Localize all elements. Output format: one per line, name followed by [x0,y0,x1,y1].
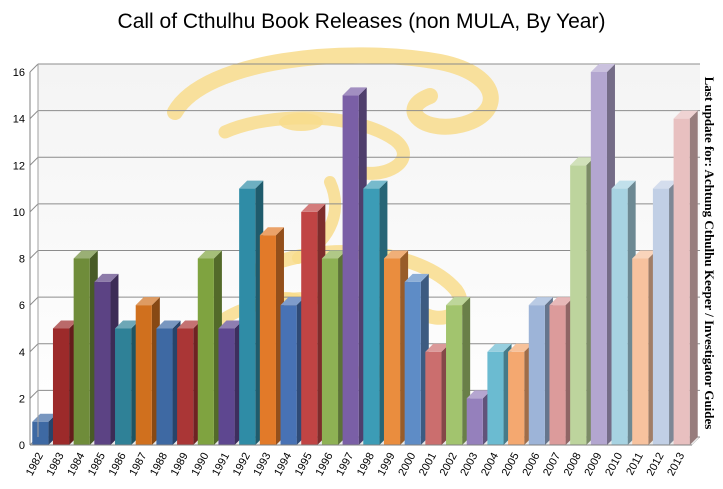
y-tick-label: 6 [19,300,25,312]
y-tick-label: 14 [13,114,25,126]
x-tick-label: 2002 [438,451,460,478]
bar-1999 [383,250,409,445]
x-tick-label: 1987 [127,451,149,478]
x-tick-label: 1985 [86,451,108,478]
axes [29,64,692,446]
gridline-depth [29,110,39,119]
x-tick-label: 1992 [231,451,253,478]
gridline-depth [29,250,39,259]
gridline-depth [29,156,39,166]
bar-1985 [94,273,119,445]
bar-1984 [73,250,98,445]
x-tick-label: 1998 [355,451,377,478]
bar-2011 [632,250,657,445]
bar-2008 [570,157,595,445]
x-tick-label: 1995 [293,451,315,478]
gridline-depth [29,296,39,306]
x-tick-label: 2004 [479,451,501,478]
x-tick-label: 2006 [520,451,542,478]
x-tick-label: 2013 [665,451,687,478]
bar-1996 [321,250,347,445]
y-tick-label: 4 [19,347,25,359]
bar-1992 [239,180,264,445]
x-tick-label: 1989 [169,451,191,478]
x-tick-label: 2005 [500,451,522,478]
bar-1997 [342,87,367,445]
x-tick-label: 1982 [24,451,46,478]
x-tick-label: 2003 [458,451,480,478]
x-tick-label: 2010 [603,451,625,478]
bar-2007 [549,297,574,445]
y-tick-label: 16 [13,67,25,79]
x-tick-label: 1997 [334,451,356,478]
y-tick-label: 2 [19,393,25,405]
y-tick-label: 10 [13,207,25,219]
chart-title: Call of Cthulhu Book Releases (non MULA,… [117,10,606,33]
gridline-depth [29,390,39,399]
x-tick-label: 1994 [272,451,294,478]
x-tick-label: 1986 [107,451,129,478]
bar-1998 [363,180,388,445]
bar-1983 [52,320,78,445]
x-tick-label: 1983 [45,451,67,478]
bar-1988 [156,320,181,445]
x-tick-label: 2008 [562,451,584,478]
bar-2004 [487,343,512,445]
bar-2009 [590,64,615,445]
bar-2003 [466,390,491,445]
bar-1986 [115,320,140,445]
bar-1989 [177,320,202,445]
x-tick-label: 1993 [251,451,273,478]
x-tick-label: 1984 [65,451,87,478]
bar-1993 [259,227,284,445]
bar-2005 [508,343,533,445]
bar-1991 [218,320,243,445]
bar-2002 [446,297,471,445]
bar-2010 [611,180,636,445]
x-tick-label: 2007 [541,451,563,478]
x-tick-label: 1999 [376,451,398,478]
bar-2012 [652,180,678,445]
bar-2000 [404,273,429,445]
gridline-depth [29,343,39,353]
x-tick-label: 2011 [624,451,646,478]
bar-1995 [301,203,326,445]
bar-1990 [197,250,222,445]
x-tick-label: 1996 [314,451,336,478]
y-tick-label: 0 [19,440,25,452]
x-tick-label: 1991 [210,451,232,478]
x-tick-label: 2000 [396,451,418,478]
x-tick-label: 2001 [417,451,439,478]
y-tick-label: 8 [19,254,25,266]
gridline-depth [29,63,39,73]
bar-1994 [280,297,305,445]
x-tick-label: 2009 [582,451,604,478]
x-tick-label: 1990 [189,451,211,478]
x-tick-label: 2012 [645,451,667,478]
bar-2006 [528,297,553,445]
bar-1987 [135,297,160,445]
bar-1982 [32,413,57,445]
y-tick-label: 12 [13,160,25,172]
bars [32,64,698,445]
bar-2001 [425,343,450,445]
bar-2013 [673,110,698,445]
gridline-depth [29,203,39,213]
x-tick-label: 1988 [148,451,170,478]
